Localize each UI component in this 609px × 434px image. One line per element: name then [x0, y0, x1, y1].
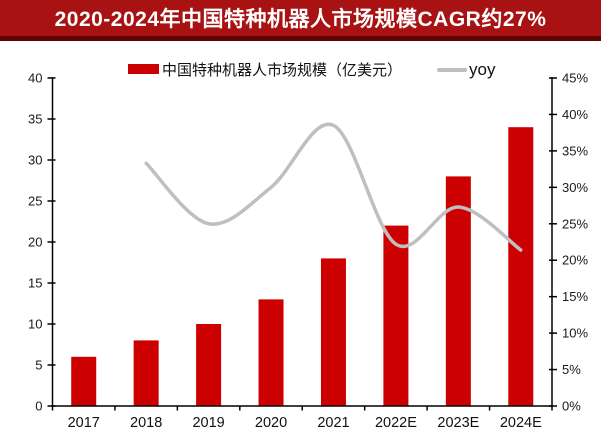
legend-item-yoy: yoy: [437, 60, 495, 80]
y-axis-label: 20: [28, 235, 42, 250]
y-axis-label: 5: [35, 358, 42, 373]
bar-2021: [320, 258, 346, 406]
bar-2018: [133, 340, 159, 406]
x-axis-label: 2021: [317, 415, 349, 431]
bar-2022E: [383, 225, 409, 406]
y-axis-label: 10: [28, 317, 42, 332]
legend-bar-swatch: [128, 64, 159, 74]
legend-line-swatch: [437, 68, 467, 72]
x-axis-label: 2018: [130, 415, 162, 431]
y2-axis-label: 5%: [562, 362, 581, 377]
y2-axis-label: 20%: [562, 253, 588, 268]
title-banner: 2020-2024年中国特种机器人市场规模CAGR约27%: [0, 0, 601, 41]
y2-axis-label: 15%: [562, 289, 588, 304]
y-axis-label: 0: [35, 399, 42, 414]
y2-axis-label: 35%: [562, 143, 588, 158]
legend-label-yoy: yoy: [469, 60, 496, 79]
legend-label-market-size: 中国特种机器人市场规模（亿美元）: [162, 62, 403, 79]
x-axis-label: 2024E: [500, 415, 542, 431]
x-axis-label: 2023E: [437, 415, 479, 431]
y-axis-label: 35: [28, 112, 42, 127]
yoy-line: [144, 122, 523, 252]
y2-axis-label: 25%: [562, 216, 588, 231]
x-axis-label: 2019: [192, 415, 224, 431]
x-axis-label: 2017: [68, 415, 100, 431]
legend-item-market-size: 中国特种机器人市场规模（亿美元）: [128, 59, 402, 79]
bar-2023E: [445, 176, 471, 406]
chart-title: 2020-2024年中国特种机器人市场规模CAGR约27%: [54, 8, 547, 31]
y2-axis-label: 30%: [562, 180, 588, 195]
y-axis-label: 30: [28, 153, 42, 168]
x-axis-label: 2022E: [375, 415, 417, 431]
chart-legend: 中国特种机器人市场规模（亿美元） yoy: [0, 59, 609, 79]
x-axis-label: 2020: [255, 415, 287, 431]
y-axis-label: 25: [28, 194, 42, 209]
bar-2017: [71, 356, 97, 406]
y2-axis-label: 40%: [562, 107, 588, 122]
y-axis-label: 15: [28, 276, 42, 291]
bar-2020: [258, 299, 284, 406]
y2-axis-label: 0%: [562, 399, 581, 414]
y2-axis-label: 10%: [562, 326, 588, 341]
bar-2019: [196, 324, 222, 406]
bar-2024E: [508, 127, 534, 406]
